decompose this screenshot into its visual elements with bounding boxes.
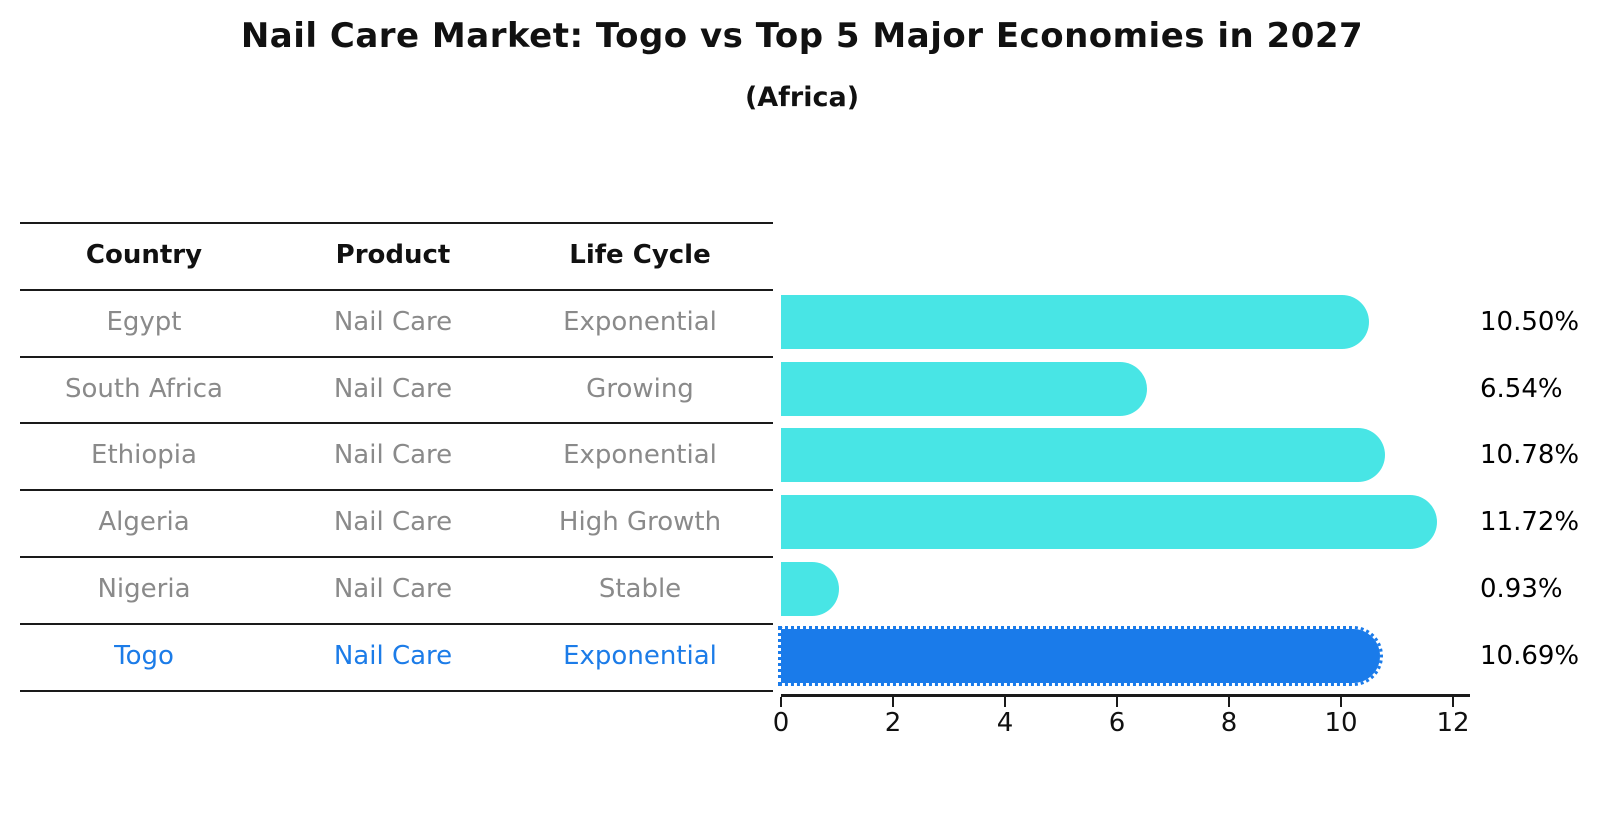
table-separator-line — [20, 289, 773, 291]
bar-ethiopia — [781, 428, 1385, 482]
bar-value-label: 10.69% — [1480, 641, 1580, 671]
table-separator-line — [20, 222, 773, 224]
x-tick-mark — [1116, 697, 1118, 707]
cell-life-cycle: Exponential — [563, 440, 717, 470]
cell-life-cycle: Stable — [598, 574, 682, 604]
cell-country: Egypt — [106, 307, 182, 337]
cell-life-cycle: High Growth — [558, 507, 722, 537]
cell-product: Nail Care — [333, 307, 453, 337]
bar-egypt — [781, 295, 1369, 349]
cell-country: South Africa — [65, 374, 223, 404]
x-tick-label: 12 — [1436, 708, 1470, 738]
cell-life-cycle: Exponential — [563, 641, 717, 671]
cell-life-cycle: Exponential — [563, 307, 717, 337]
x-tick-mark — [1452, 697, 1454, 707]
table-separator-line — [20, 556, 773, 558]
x-tick-mark — [892, 697, 894, 707]
cell-country: Ethiopia — [91, 440, 197, 470]
table-separator-line — [20, 489, 773, 491]
table-separator-line — [20, 422, 773, 424]
bar-value-label: 10.50% — [1480, 307, 1580, 337]
x-tick-mark — [780, 697, 782, 707]
bar-togo — [778, 626, 1383, 686]
x-tick-label: 6 — [1108, 708, 1126, 738]
cell-product: Nail Care — [333, 507, 453, 537]
bar-south-africa — [781, 362, 1148, 416]
header-product: Product — [335, 240, 451, 270]
x-tick-label: 10 — [1324, 708, 1358, 738]
bar-value-label: 0.93% — [1480, 574, 1563, 604]
x-tick-mark — [1004, 697, 1006, 707]
table-separator-line — [20, 623, 773, 625]
x-tick-label: 2 — [884, 708, 902, 738]
header-country: Country — [85, 240, 203, 270]
x-tick-label: 0 — [772, 708, 790, 738]
bar-value-label: 11.72% — [1480, 507, 1580, 537]
cell-product: Nail Care — [333, 374, 453, 404]
bar-algeria — [781, 495, 1438, 549]
cell-country: Algeria — [98, 507, 190, 537]
x-tick-label: 4 — [996, 708, 1014, 738]
table-separator-line — [20, 690, 773, 692]
cell-product: Nail Care — [333, 574, 453, 604]
x-tick-mark — [1228, 697, 1230, 707]
x-axis-line — [781, 694, 1470, 697]
bar-value-label: 10.78% — [1480, 440, 1580, 470]
bar-nigeria — [781, 562, 839, 616]
x-tick-label: 8 — [1220, 708, 1238, 738]
header-life-cycle: Life Cycle — [569, 240, 711, 270]
cell-life-cycle: Growing — [586, 374, 694, 404]
bar-value-label: 6.54% — [1480, 374, 1563, 404]
cell-product: Nail Care — [333, 440, 453, 470]
table-separator-line — [20, 356, 773, 358]
chart-subtitle: (Africa) — [744, 82, 860, 113]
chart-title: Nail Care Market: Togo vs Top 5 Major Ec… — [240, 16, 1364, 56]
cell-product: Nail Care — [333, 641, 453, 671]
cell-country: Nigeria — [97, 574, 191, 604]
x-tick-mark — [1340, 697, 1342, 707]
cell-country: Togo — [114, 641, 174, 671]
